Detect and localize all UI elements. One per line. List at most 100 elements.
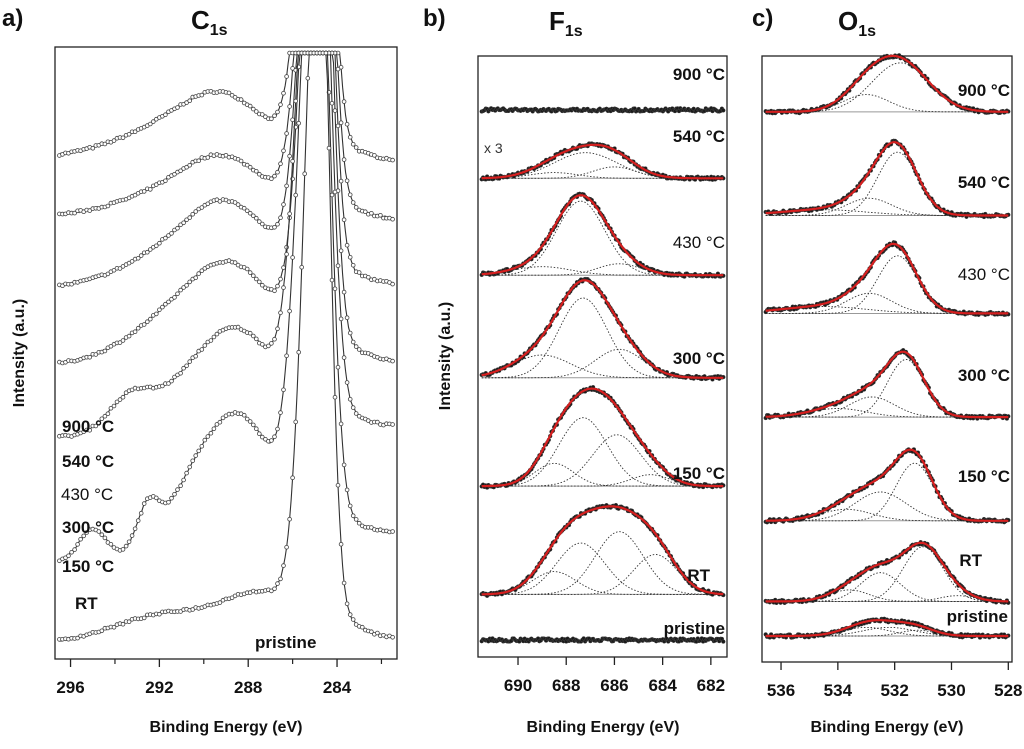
x-tick-label: 536 (767, 681, 795, 700)
data-point (356, 270, 362, 275)
panel-label-b: b) (423, 5, 446, 32)
data-point (66, 553, 71, 559)
data-point (145, 249, 150, 255)
data-point (269, 341, 274, 346)
data-point (120, 135, 126, 141)
x-tick-label: 682 (697, 676, 725, 695)
panel-label-c: c) (752, 5, 773, 32)
data-point (281, 387, 286, 393)
data-point (269, 588, 274, 594)
data-point (247, 330, 253, 336)
data-point (721, 639, 726, 644)
data-point (335, 123, 341, 129)
data-point (178, 287, 183, 293)
data-point (172, 374, 177, 380)
data-point (272, 225, 277, 230)
data-point (251, 213, 256, 219)
panel-title-f1s: F1s (549, 6, 583, 40)
data-point (247, 419, 253, 424)
series-label-c-150: 150 °C (958, 467, 1010, 486)
data-point (272, 288, 277, 294)
data-point (126, 333, 132, 339)
data-point (259, 342, 265, 347)
series-label-c-300: 300 °C (958, 366, 1010, 385)
fit-component (481, 554, 724, 595)
data-point (138, 253, 144, 258)
data-point (154, 243, 159, 249)
data-point (341, 462, 347, 468)
data-point (375, 419, 380, 425)
data-point (175, 487, 180, 492)
data-point (284, 252, 289, 257)
x-tick-label: 534 (824, 681, 853, 700)
data-point (259, 221, 265, 227)
data-point (87, 427, 92, 433)
data-point (275, 426, 280, 432)
data-point (278, 161, 283, 167)
data-point (184, 363, 189, 369)
panel-c1s: a) C1s 296 292 288 284 Binding Energy (eV) … (2, 5, 398, 736)
data-point (111, 624, 117, 630)
data-point (350, 513, 356, 518)
data-point (178, 370, 183, 376)
data-point (390, 216, 395, 222)
data-point (235, 324, 241, 330)
data-point (141, 189, 147, 194)
data-point (208, 338, 214, 343)
data-point (332, 286, 338, 292)
x-tick-label: 284 (323, 678, 352, 697)
x-axis-label-b: Binding Energy (eV) (527, 719, 680, 736)
data-point (287, 211, 292, 217)
data-point (196, 448, 202, 454)
data-point (338, 248, 344, 254)
data-point (269, 438, 274, 443)
data-point (251, 106, 256, 112)
data-point (369, 629, 374, 634)
data-point (166, 299, 171, 305)
data-point (390, 634, 395, 640)
data-point (344, 122, 350, 127)
data-point (96, 529, 102, 534)
data-point (335, 364, 341, 370)
data-point (253, 109, 259, 114)
data-point (220, 415, 226, 421)
data-point (281, 202, 286, 207)
series-b-1 (479, 141, 726, 182)
data-point (187, 98, 193, 103)
data-point (211, 334, 217, 340)
data-point (390, 281, 395, 287)
data-point (99, 628, 105, 634)
data-point (129, 533, 135, 538)
fit-component (481, 542, 724, 595)
series-b-3 (479, 276, 726, 382)
data-point (163, 235, 168, 241)
data-point (287, 104, 292, 109)
data-point (114, 399, 120, 405)
data-point (157, 611, 162, 617)
data-point (284, 544, 289, 550)
data-point (259, 434, 265, 440)
data-point (353, 517, 359, 522)
data-point (251, 273, 256, 279)
data-point (293, 192, 299, 198)
data-point (117, 266, 123, 271)
data-point (166, 381, 171, 386)
y-axis-label-a: Intensity (a.u.) (11, 299, 28, 407)
data-point (154, 495, 159, 501)
data-point (329, 192, 335, 198)
data-point (275, 581, 280, 586)
plot-frame-b (477, 55, 728, 658)
data-point (372, 153, 377, 158)
data-point (341, 355, 347, 360)
data-point (105, 271, 111, 277)
fit-envelope (481, 279, 724, 379)
panel-title-o1s: O1s (838, 6, 876, 40)
data-point (344, 242, 350, 248)
data-point (275, 221, 280, 227)
series-b-2 (479, 191, 726, 279)
data-point (217, 419, 223, 425)
data-point (199, 443, 205, 449)
data-point (105, 411, 111, 417)
data-point (102, 141, 108, 147)
data-point (347, 254, 353, 260)
